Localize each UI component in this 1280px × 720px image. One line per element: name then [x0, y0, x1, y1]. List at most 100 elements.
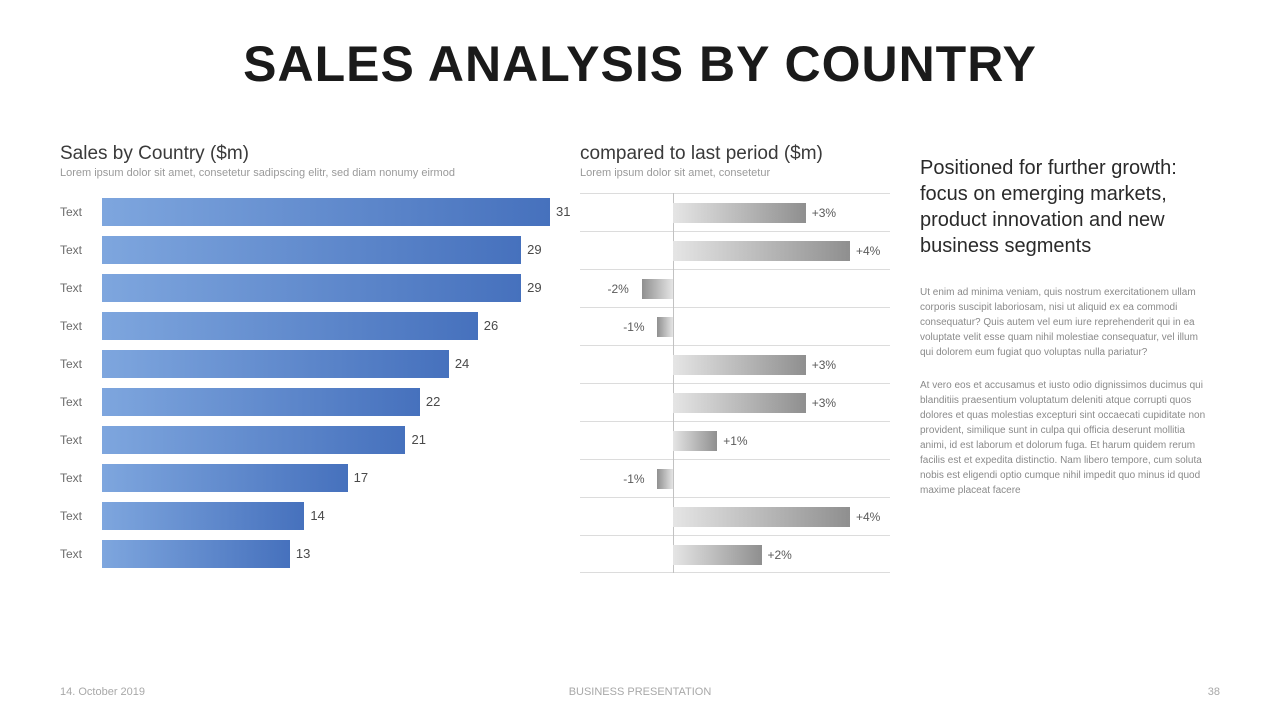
sales-bar-track: 22 — [102, 383, 550, 421]
sales-bar-row: Text17 — [60, 459, 550, 497]
delta-bar-row: +3% — [580, 383, 890, 421]
sidebar-text: Positioned for further growth: focus on … — [920, 143, 1210, 573]
sales-bar-label: Text — [60, 319, 102, 333]
delta-axis-zero — [673, 459, 674, 498]
sales-bar-label: Text — [60, 395, 102, 409]
sales-bar-track: 13 — [102, 535, 550, 573]
slide: SALES ANALYSIS BY COUNTRY Sales by Count… — [0, 0, 1280, 720]
sales-chart-subtitle: Lorem ipsum dolor sit amet, consetetur s… — [60, 167, 550, 179]
delta-bar-track: -1% — [580, 307, 890, 345]
sales-bar-track: 26 — [102, 307, 550, 345]
sales-chart-bars: Text31Text29Text29Text26Text24Text22Text… — [60, 193, 550, 573]
sales-bar-label: Text — [60, 509, 102, 523]
delta-bar-row: -2% — [580, 269, 890, 307]
delta-bar-track: +3% — [580, 345, 890, 383]
delta-bar-fill — [642, 279, 674, 299]
sales-bar-fill — [102, 198, 550, 226]
delta-bar-fill — [657, 469, 673, 489]
delta-bar-row: +3% — [580, 345, 890, 383]
sales-bar-value: 14 — [310, 497, 324, 535]
delta-bar-track: +2% — [580, 535, 890, 573]
sales-bar-label: Text — [60, 281, 102, 295]
sales-bar-fill — [102, 426, 405, 454]
delta-bar-row: -1% — [580, 307, 890, 345]
sales-bar-row: Text 22 — [60, 383, 550, 421]
sales-bar-value: 24 — [455, 345, 469, 383]
sales-bar-track: 24 — [102, 345, 550, 383]
sales-bar-fill — [102, 312, 478, 340]
sales-bar-fill — [102, 464, 348, 492]
sales-bar-row: Text 21 — [60, 421, 550, 459]
sales-bar-track: 17 — [102, 459, 550, 497]
delta-bar-value: -1% — [623, 308, 644, 346]
sales-bar-value: 22 — [426, 383, 440, 421]
sidebar-headline: Positioned for further growth: focus on … — [920, 155, 1210, 259]
sales-bar-label: Text — [60, 547, 102, 561]
sales-bar-fill — [102, 540, 290, 568]
delta-chart-subtitle: Lorem ipsum dolor sit amet, consetetur — [580, 167, 890, 179]
delta-bar-value: +3% — [812, 384, 836, 422]
delta-bar-fill — [673, 431, 717, 451]
delta-bar-track: +4% — [580, 231, 890, 269]
delta-bar-track: -2% — [580, 269, 890, 307]
sales-bar-row: Text13 — [60, 535, 550, 573]
sales-bar-track: 21 — [102, 421, 550, 459]
sales-bar-track: 29 — [102, 231, 550, 269]
delta-bar-row: +4% — [580, 231, 890, 269]
sales-bar-value: 29 — [527, 231, 541, 269]
sales-chart-title: Sales by Country ($m) — [60, 143, 550, 165]
delta-bar-fill — [673, 355, 806, 375]
sales-bar-track: 31 — [102, 193, 550, 231]
sales-bar-label: Text — [60, 205, 102, 219]
delta-bar-fill — [673, 393, 806, 413]
sales-bar-fill — [102, 236, 521, 264]
sales-bar-fill — [102, 350, 449, 378]
sales-bar-label: Text — [60, 471, 102, 485]
delta-chart-title: compared to last period ($m) — [580, 143, 890, 165]
delta-bar-track: +4% — [580, 497, 890, 535]
sales-bar-value: 26 — [484, 307, 498, 345]
sales-bar-row: Text31 — [60, 193, 550, 231]
delta-bar-value: +4% — [856, 498, 880, 536]
delta-bar-fill — [673, 203, 806, 223]
delta-axis-zero — [673, 269, 674, 308]
delta-bar-row: +3% — [580, 193, 890, 231]
delta-bar-value: +3% — [812, 194, 836, 232]
delta-bar-row: +4% — [580, 497, 890, 535]
sales-bar-row: Text 29 — [60, 231, 550, 269]
delta-bar-value: +3% — [812, 346, 836, 384]
delta-bar-track: -1% — [580, 459, 890, 497]
sales-bar-label: Text — [60, 357, 102, 371]
delta-bar-track: +1% — [580, 421, 890, 459]
sales-bar-track: 14 — [102, 497, 550, 535]
delta-bar-value: +2% — [768, 536, 792, 574]
sidebar-para-2: At vero eos et accusamus et iusto odio d… — [920, 378, 1210, 498]
delta-bar-value: +1% — [723, 422, 747, 460]
footer: 14. October 2019 BUSINESS PRESENTATION 3… — [60, 686, 1220, 698]
delta-chart-bars: +3%+4%-2%-1%+3%+3%+1%-1%+4%+2% — [580, 193, 890, 573]
sales-bar-fill — [102, 274, 521, 302]
content-area: Sales by Country ($m) Lorem ipsum dolor … — [60, 143, 1220, 573]
footer-label: BUSINESS PRESENTATION — [60, 686, 1220, 698]
sales-bar-fill — [102, 388, 420, 416]
sales-bar-value: 21 — [411, 421, 425, 459]
delta-bar-fill — [673, 507, 850, 527]
delta-bar-value: -1% — [623, 460, 644, 498]
delta-bar-track: +3% — [580, 383, 890, 421]
delta-chart: compared to last period ($m) Lorem ipsum… — [580, 143, 890, 573]
delta-bar-fill — [657, 317, 673, 337]
delta-bar-fill — [673, 545, 762, 565]
sales-bar-value: 31 — [556, 193, 570, 231]
sales-bar-row: Text 26 — [60, 307, 550, 345]
slide-title: SALES ANALYSIS BY COUNTRY — [60, 35, 1220, 93]
sales-bar-row: Text29 — [60, 269, 550, 307]
delta-bar-value: -2% — [608, 270, 629, 308]
delta-bar-row: +2% — [580, 535, 890, 573]
delta-bar-row: +1% — [580, 421, 890, 459]
delta-bar-row: -1% — [580, 459, 890, 497]
sales-bar-label: Text — [60, 433, 102, 447]
sales-bar-track: 29 — [102, 269, 550, 307]
delta-bar-value: +4% — [856, 232, 880, 270]
sales-bar-row: Text 24 — [60, 345, 550, 383]
sales-bar-label: Text — [60, 243, 102, 257]
